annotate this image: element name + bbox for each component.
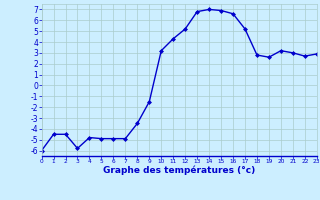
X-axis label: Graphe des températures (°c): Graphe des températures (°c) (103, 166, 255, 175)
